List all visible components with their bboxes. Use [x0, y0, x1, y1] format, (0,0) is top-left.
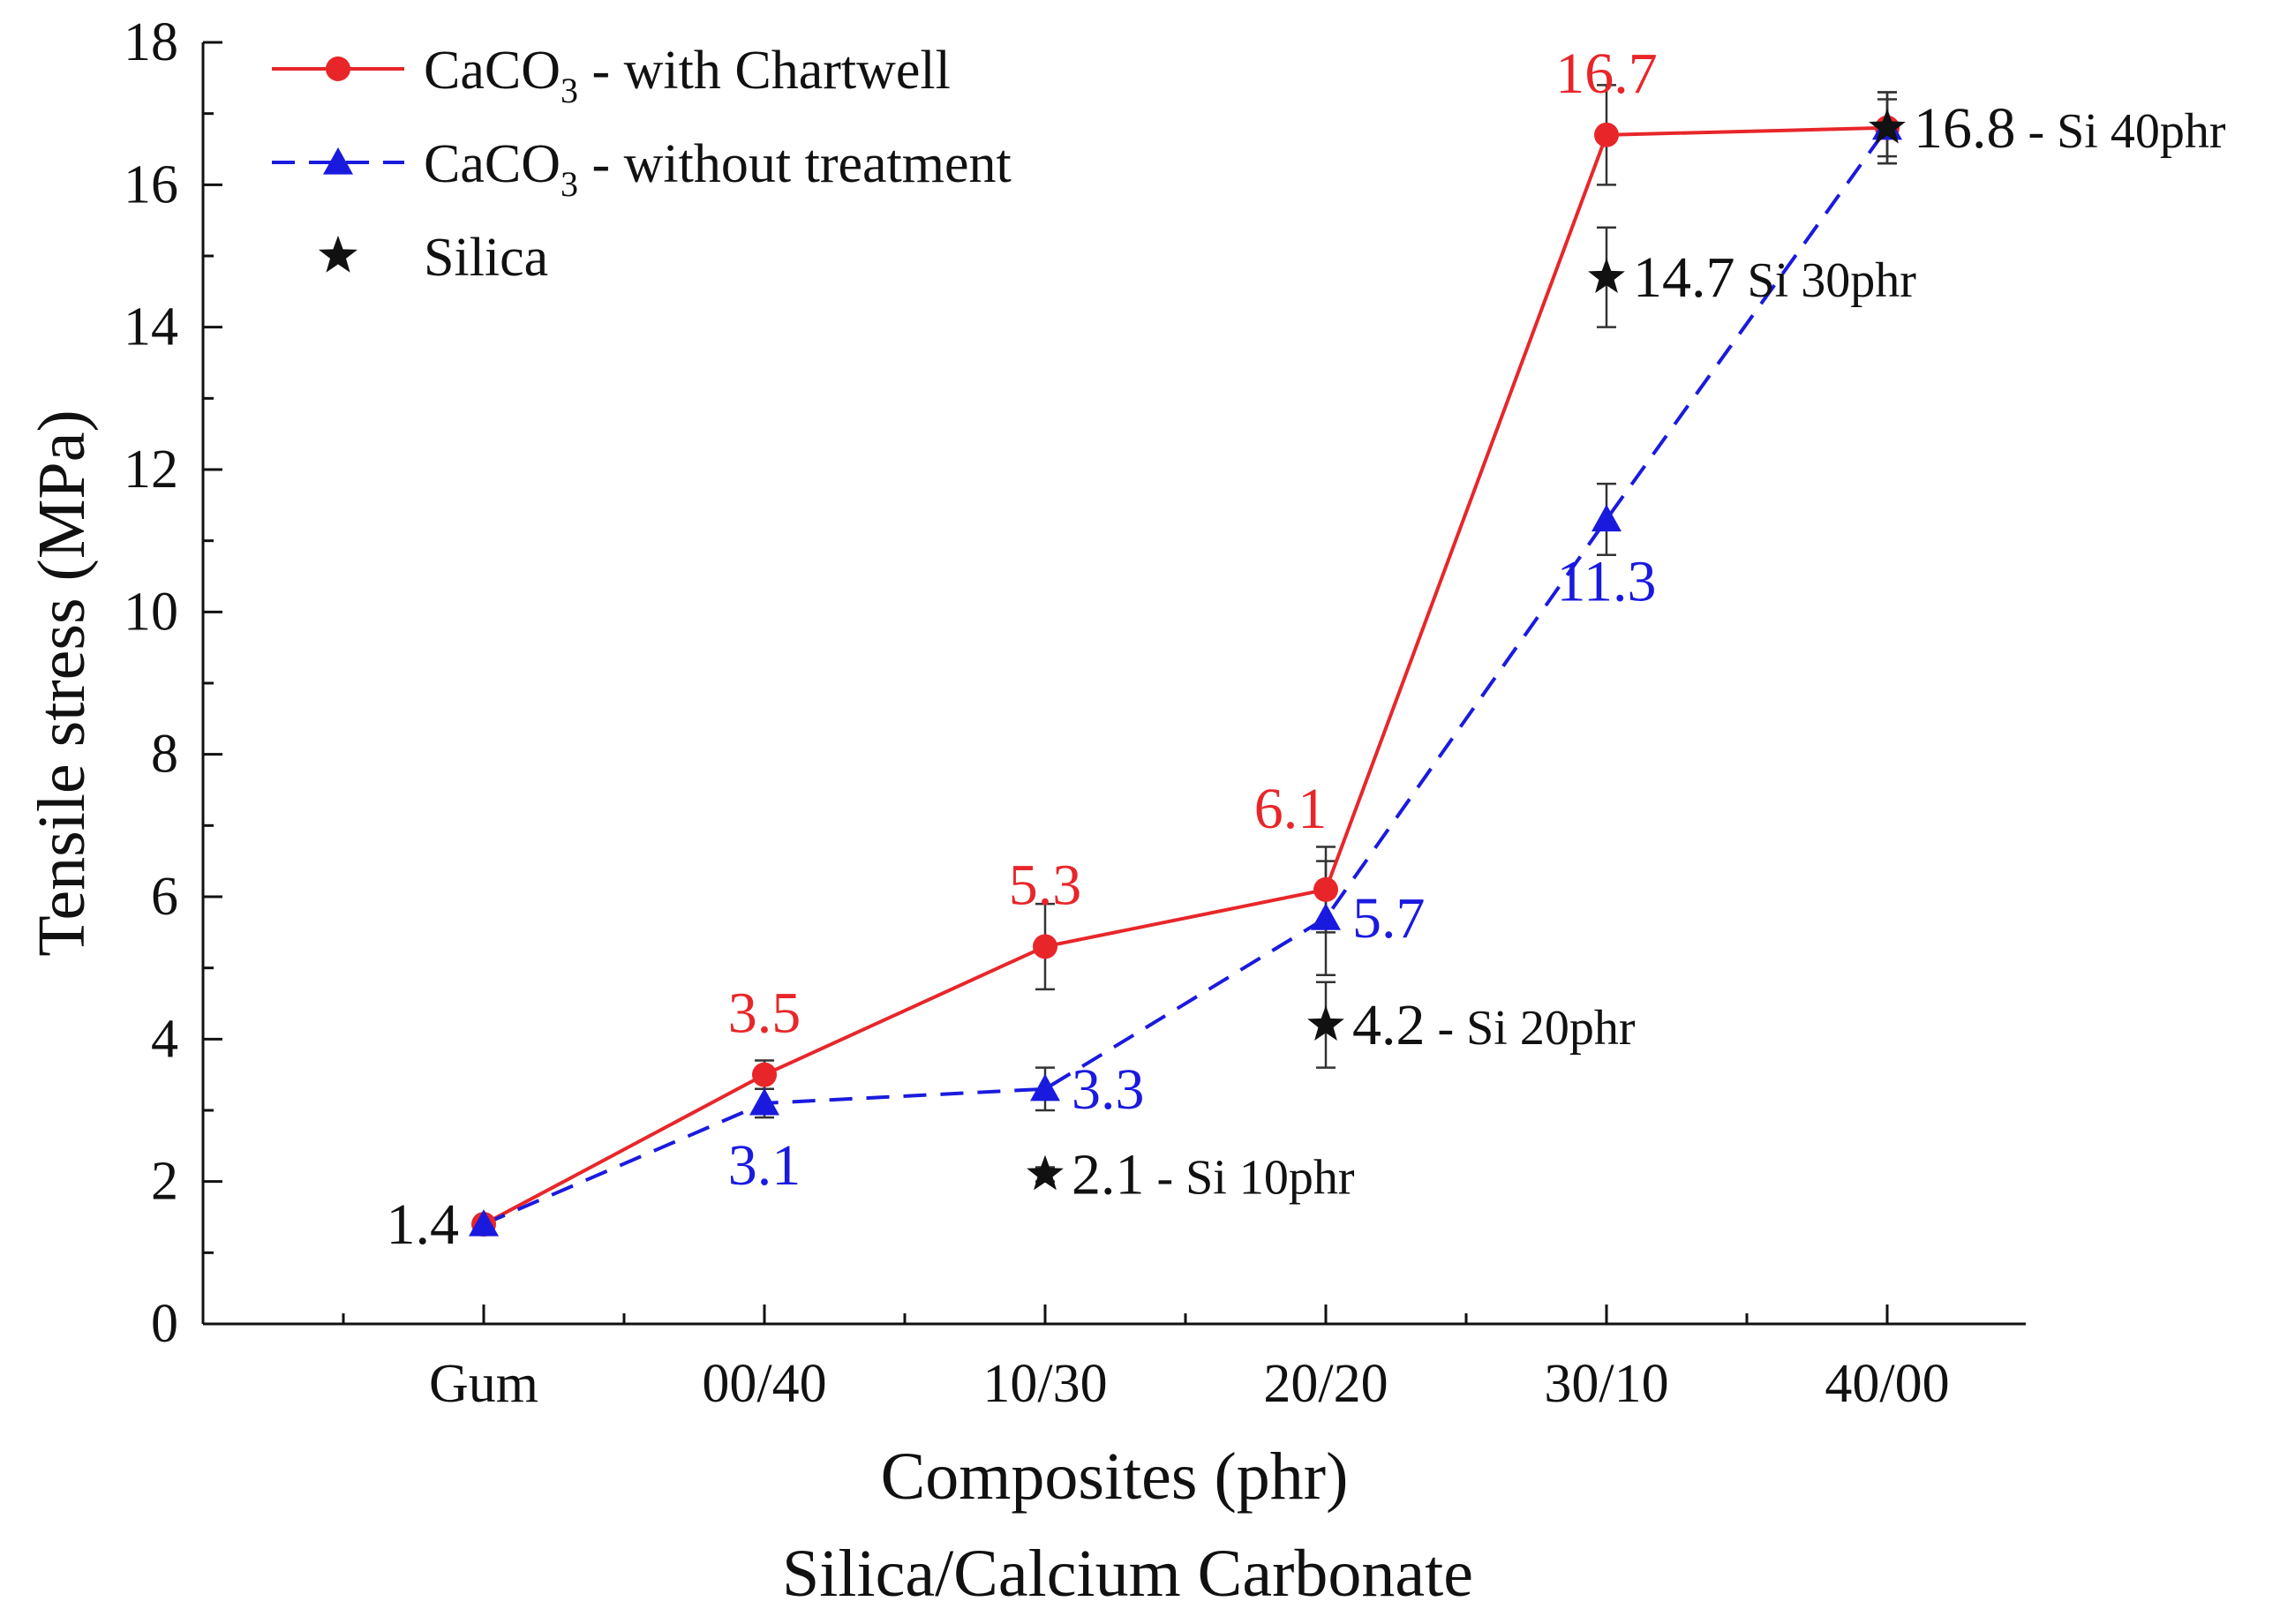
y-tick-label: 0: [151, 1294, 178, 1354]
x-tick-label: 20/20: [1263, 1354, 1388, 1414]
legend-marker: [326, 56, 350, 81]
data-point: [752, 1062, 777, 1087]
data-point: [1027, 1154, 1064, 1191]
y-tick-label: 6: [151, 867, 178, 927]
data-label: 11.3: [1556, 549, 1656, 613]
y-tick-label: 16: [124, 154, 178, 214]
series-line: [483, 126, 1889, 1226]
data-label: 3.5: [728, 981, 801, 1046]
x-tick-label: 10/30: [982, 1354, 1107, 1414]
data-label: 5.3: [1009, 853, 1082, 917]
data-point: [1313, 876, 1338, 902]
data-point: [1033, 934, 1057, 959]
y-tick-label: 2: [151, 1152, 178, 1212]
data-point: [1869, 108, 1906, 144]
data-point: [1307, 1005, 1344, 1041]
data-point: [1591, 504, 1622, 532]
data-label: 3.1: [728, 1133, 801, 1198]
x-axis-subtitle: Silica/Calcium Carbonate: [782, 1537, 1473, 1611]
data-label: 4.2 - Si 20phr: [1352, 993, 1636, 1057]
y-axis-title: Tensile stress (MPa): [25, 410, 99, 956]
data-label: 5.7: [1352, 886, 1426, 951]
y-tick-label: 18: [124, 12, 178, 72]
legend-item: Silica: [319, 228, 548, 288]
legend-item: CaCO3 - without treatment: [272, 134, 1012, 204]
series-layer: [469, 84, 1906, 1237]
data-label: 1.4: [387, 1192, 460, 1257]
data-label: 14.7 Si 30phr: [1633, 245, 1916, 310]
data-point: [1588, 258, 1625, 293]
data-label: 6.1: [1254, 777, 1328, 841]
legend-marker: [319, 235, 357, 273]
data-point: [1311, 903, 1341, 930]
x-axis-title: Composites (phr): [881, 1440, 1349, 1514]
data-point: [1594, 122, 1619, 147]
legend-marker: [323, 147, 353, 175]
data-point: [469, 1209, 499, 1237]
y-tick-label: 12: [124, 440, 178, 500]
x-tick-label: Gum: [429, 1354, 538, 1414]
x-tick-label: 30/10: [1544, 1354, 1668, 1414]
y-tick-label: 14: [124, 297, 178, 357]
series-line: [483, 125, 1888, 1226]
legend-label: Silica: [424, 228, 548, 288]
x-tick-label: 00/40: [702, 1354, 826, 1414]
data-label: 16.7: [1555, 41, 1658, 106]
legend-item: CaCO3 - with Chartwell: [272, 41, 951, 110]
data-point: [749, 1087, 779, 1116]
y-tick-label: 4: [151, 1009, 178, 1069]
data-point: [1030, 1073, 1060, 1101]
legend-label: CaCO3 - with Chartwell: [424, 41, 951, 110]
legend-label: CaCO3 - without treatment: [424, 134, 1012, 204]
x-tick-label: 40/00: [1825, 1354, 1949, 1414]
data-label: 2.1 - Si 10phr: [1072, 1143, 1355, 1207]
data-label: 3.3: [1072, 1057, 1145, 1122]
axes: 0 2 4 6 8 10 12 14 16 18 Gum 00/40 10/30 20/20 30/10 40…: [124, 12, 2026, 1414]
y-tick-label: 8: [151, 725, 178, 785]
y-tick-label: 10: [124, 582, 178, 642]
legend: CaCO3 - with Chartwell CaCO3 - without tr…: [272, 41, 1012, 288]
annotation-layer: 1.4 3.5 3.1 5.3 3.3 6.1 5.7 16.7 11.3 2.1 - Si 10…: [387, 41, 2226, 1257]
data-label: 16.8 - Si 40phr: [1914, 96, 2226, 161]
